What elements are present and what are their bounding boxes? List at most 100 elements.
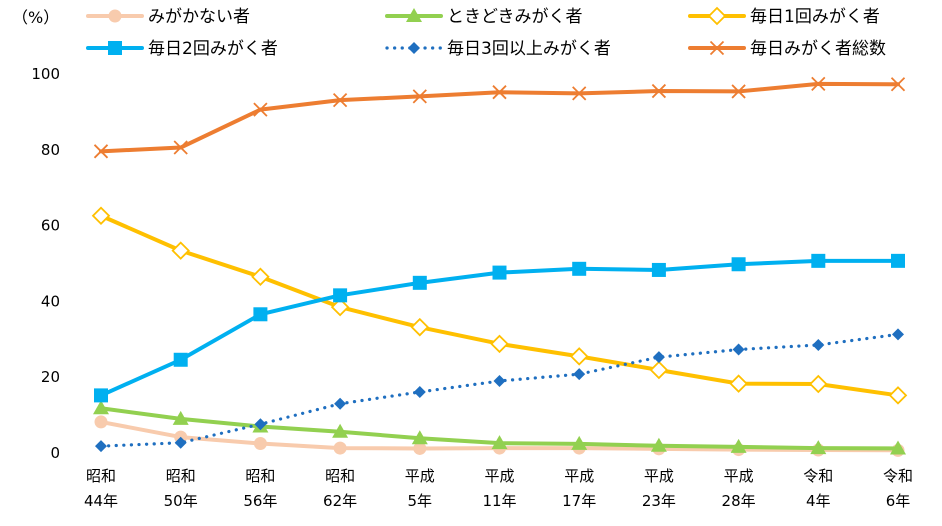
data-point xyxy=(809,374,828,394)
x-tick-label: 昭和 44年 xyxy=(84,467,118,510)
legend-marker xyxy=(707,6,727,26)
data-point xyxy=(651,83,667,99)
y-tick-label: 80 xyxy=(41,141,60,159)
x-tick-label: 昭和 56年 xyxy=(243,467,277,510)
data-point xyxy=(572,261,587,276)
legend-label: 毎日3回以上みがく者 xyxy=(447,39,611,59)
data-point xyxy=(254,418,267,431)
data-point xyxy=(490,334,509,354)
data-point xyxy=(412,275,427,290)
data-point xyxy=(572,86,587,101)
data-point xyxy=(491,435,508,450)
data-point xyxy=(569,347,589,366)
data-point xyxy=(94,388,108,403)
y-tick-label: 60 xyxy=(41,217,60,235)
data-point xyxy=(890,77,906,92)
data-point xyxy=(890,440,906,455)
data-point xyxy=(811,253,826,268)
data-point xyxy=(173,140,188,155)
x-tick-label: 平成 17年 xyxy=(562,467,596,510)
y-tick-label: 40 xyxy=(41,292,60,310)
data-point xyxy=(332,93,348,108)
x-tick-label: 昭和 50年 xyxy=(164,467,198,510)
legend-marker xyxy=(709,40,725,56)
data-point xyxy=(731,84,746,99)
data-point xyxy=(413,385,426,398)
legend-item: 毎日2回みがく者 xyxy=(86,39,278,59)
data-point xyxy=(810,440,827,455)
legend-label: 毎日1回みがく者 xyxy=(750,7,880,27)
y-tick-label: 0 xyxy=(50,444,60,462)
legend-label: ときどきみがく者 xyxy=(447,7,583,27)
legend-marker xyxy=(108,41,122,55)
data-point xyxy=(95,440,107,453)
data-point xyxy=(251,267,270,287)
x-tick-label: 平成 5年 xyxy=(405,467,435,510)
data-point xyxy=(333,288,348,303)
legend-item: 毎日みがく者総数 xyxy=(688,39,886,59)
data-point xyxy=(91,206,111,226)
x-tick-label: 令和 6年 xyxy=(883,467,913,510)
series-layer xyxy=(91,76,908,457)
legend-marker xyxy=(108,9,122,23)
data-point xyxy=(573,368,586,381)
data-point xyxy=(253,102,268,117)
data-point xyxy=(492,265,507,280)
data-point xyxy=(888,386,908,405)
series-3 xyxy=(94,253,905,403)
data-point xyxy=(333,441,347,455)
data-point xyxy=(171,241,190,260)
data-point xyxy=(253,437,267,451)
data-point xyxy=(729,374,748,393)
legend-marker xyxy=(408,42,420,54)
x-tick-label: 令和 4年 xyxy=(803,467,833,510)
legend-label: 毎日2回みがく者 xyxy=(148,39,278,59)
data-point xyxy=(93,144,109,159)
legend-item: 毎日1回みがく者 xyxy=(688,6,880,27)
series-5 xyxy=(93,76,906,159)
y-tick-label: 20 xyxy=(41,368,60,386)
data-point xyxy=(492,85,507,100)
data-point xyxy=(411,430,428,445)
data-point xyxy=(731,257,746,272)
y-unit-label: （%） xyxy=(12,8,59,27)
x-tick-label: 平成 23年 xyxy=(642,467,676,510)
data-point xyxy=(812,338,825,351)
data-point xyxy=(730,438,747,453)
data-point xyxy=(649,360,669,380)
data-point xyxy=(93,400,109,415)
x-tick-label: 昭和 62年 xyxy=(323,467,357,510)
data-point xyxy=(650,437,667,452)
data-point xyxy=(332,423,349,438)
legend-label: 毎日みがく者総数 xyxy=(750,39,886,59)
data-point xyxy=(413,441,427,455)
data-point xyxy=(410,317,430,337)
series-line xyxy=(99,213,900,398)
legend-label: みがかない者 xyxy=(148,7,250,27)
legend-item: 毎日3回以上みがく者 xyxy=(385,39,611,59)
data-point xyxy=(651,262,666,277)
data-point xyxy=(172,410,189,425)
y-axis-ticks: 0 20 40 60 80 100 xyxy=(31,65,60,462)
data-point xyxy=(811,76,826,91)
legend-marker xyxy=(406,8,422,22)
series-2 xyxy=(91,206,908,405)
data-point xyxy=(330,297,350,317)
data-point xyxy=(174,436,187,449)
data-point xyxy=(892,328,904,341)
x-axis-ticks: 昭和 44年 昭和 50年 昭和 56年 昭和 62年 平成 5年 平成 11年 平成 17年 平成 23年 平… xyxy=(84,467,913,510)
data-point xyxy=(891,253,905,268)
series-4 xyxy=(95,328,904,453)
data-point xyxy=(334,397,347,410)
data-point xyxy=(173,352,188,367)
data-point xyxy=(732,343,745,356)
data-point xyxy=(493,374,506,387)
x-tick-label: 平成 28年 xyxy=(722,467,756,510)
y-tick-label: 100 xyxy=(31,65,60,83)
data-point xyxy=(652,351,665,364)
legend-item: ときどきみがく者 xyxy=(385,7,583,27)
series-line xyxy=(99,81,900,154)
